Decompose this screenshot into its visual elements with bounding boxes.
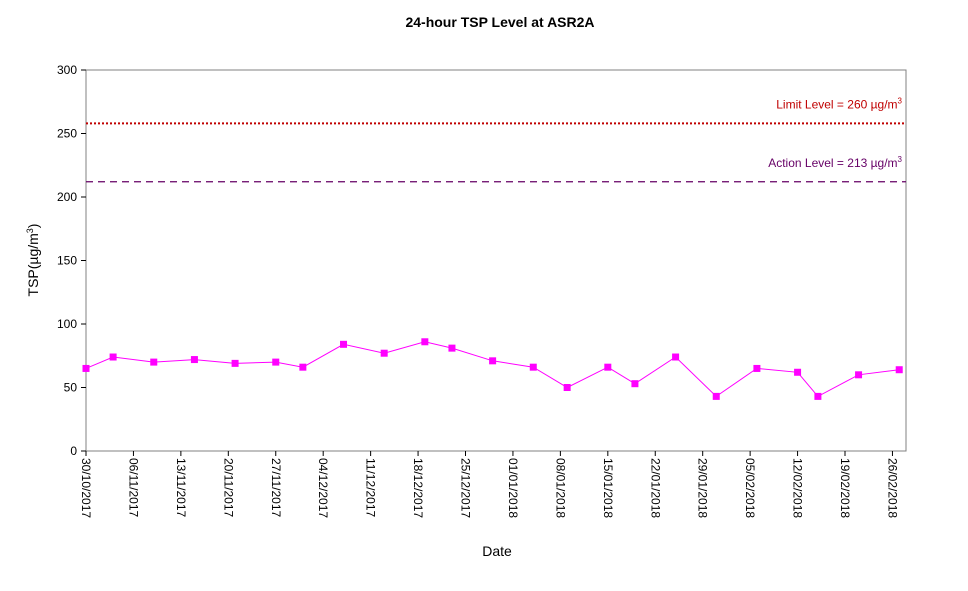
x-axis-title: Date (482, 543, 512, 559)
y-axis: 0 50 100 150 200 250 300 (57, 63, 86, 458)
x-tick-label: 06/11/2017 (126, 458, 140, 517)
x-tick-label: 11/12/2017 (364, 458, 378, 517)
y-tick-label: 50 (64, 381, 78, 395)
tsp-series (82, 338, 903, 400)
data-point (895, 366, 903, 374)
data-point (340, 340, 348, 348)
x-axis: 30/10/2017 06/11/2017 13/11/2017 20/11/2017… (79, 451, 899, 518)
chart-title: 24-hour TSP Level at ASR2A (405, 14, 594, 30)
reference-label-text: Action Level = 213 µg/m (768, 156, 897, 170)
data-point (712, 392, 720, 400)
data-point (604, 363, 612, 371)
data-point (190, 356, 198, 364)
y-tick-label: 100 (57, 317, 77, 331)
reference-label-text: Limit Level = 260 µg/m (776, 97, 897, 111)
data-point (231, 359, 239, 367)
x-tick-label: 27/11/2017 (269, 458, 283, 517)
data-point (529, 363, 537, 371)
y-tick-label: 150 (57, 254, 77, 268)
y-axis-title-base: TSP(µg/m (25, 233, 41, 296)
data-point (814, 392, 822, 400)
x-tick-label: 19/02/2018 (838, 458, 852, 518)
y-axis-title: TSP(µg/m3) (25, 224, 41, 297)
y-tick-label: 300 (57, 63, 77, 77)
y-axis-title-end: ) (25, 224, 41, 229)
x-tick-label: 05/02/2018 (743, 458, 757, 518)
data-point (82, 364, 90, 372)
data-point (794, 368, 802, 376)
data-point (753, 364, 761, 372)
y-axis-title-sup: 3 (25, 228, 35, 233)
y-tick-label: 250 (57, 127, 77, 141)
data-point (109, 353, 117, 361)
data-point (489, 357, 497, 365)
data-point (380, 349, 388, 357)
reference-line-label: Limit Level = 260 µg/m3 (776, 96, 902, 111)
y-tick-label: 0 (70, 444, 77, 458)
data-point (150, 358, 158, 366)
x-tick-label: 04/12/2017 (316, 458, 330, 518)
data-point (448, 344, 456, 352)
x-tick-label: 12/02/2018 (791, 458, 805, 518)
x-tick-label: 13/11/2017 (174, 458, 188, 517)
reference-line-label: Action Level = 213 µg/m3 (768, 155, 902, 170)
reference-label-sup: 3 (898, 155, 903, 164)
data-point (563, 384, 571, 391)
plot-area (85, 69, 907, 452)
x-tick-label: 18/12/2017 (411, 458, 425, 518)
data-point (672, 353, 680, 361)
x-tick-label: 26/02/2018 (885, 458, 899, 518)
x-tick-label: 15/01/2018 (601, 458, 615, 518)
x-tick-label: 30/10/2017 (79, 458, 93, 518)
data-point (421, 338, 429, 346)
x-tick-label: 22/01/2018 (648, 458, 662, 518)
x-tick-label: 01/01/2018 (506, 458, 520, 518)
x-tick-label: 25/12/2017 (459, 458, 473, 518)
data-point (631, 380, 639, 388)
reference-label-sup: 3 (898, 96, 903, 105)
y-tick-label: 200 (57, 190, 77, 204)
data-point (299, 363, 307, 371)
x-tick-label: 20/11/2017 (221, 458, 235, 517)
x-tick-label: 29/01/2018 (696, 458, 710, 518)
data-point (855, 371, 863, 379)
series-line (85, 341, 900, 398)
x-tick-label: 08/01/2018 (553, 458, 567, 518)
data-point (272, 358, 280, 366)
